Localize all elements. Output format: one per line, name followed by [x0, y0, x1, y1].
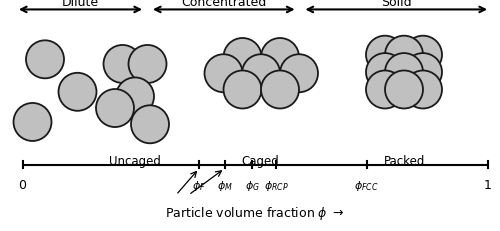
Ellipse shape: [261, 39, 299, 77]
Ellipse shape: [14, 103, 52, 141]
Ellipse shape: [131, 106, 169, 144]
Text: Uncaged: Uncaged: [109, 155, 161, 168]
Ellipse shape: [224, 71, 262, 109]
Ellipse shape: [404, 36, 442, 74]
Ellipse shape: [385, 36, 423, 74]
Ellipse shape: [96, 90, 134, 128]
Text: Particle volume fraction $\phi$ $\rightarrow$: Particle volume fraction $\phi$ $\righta…: [165, 204, 345, 221]
Text: $\phi_M$: $\phi_M$: [217, 178, 232, 192]
Text: Solid: Solid: [381, 0, 412, 9]
Ellipse shape: [385, 71, 423, 109]
Text: $\phi_{RCP}$: $\phi_{RCP}$: [264, 178, 288, 192]
Ellipse shape: [26, 41, 64, 79]
Text: $\phi_{FCC}$: $\phi_{FCC}$: [354, 178, 379, 192]
Text: 0: 0: [18, 178, 26, 191]
Ellipse shape: [242, 55, 280, 93]
Ellipse shape: [404, 54, 442, 92]
Ellipse shape: [366, 36, 404, 74]
Text: Caged: Caged: [241, 155, 279, 168]
Ellipse shape: [280, 55, 318, 93]
Ellipse shape: [104, 46, 142, 84]
Ellipse shape: [224, 39, 262, 77]
Text: Concentrated: Concentrated: [182, 0, 266, 9]
Ellipse shape: [116, 78, 154, 116]
Ellipse shape: [58, 73, 96, 111]
Text: $\phi_F$: $\phi_F$: [192, 178, 206, 192]
Ellipse shape: [404, 71, 442, 109]
Ellipse shape: [366, 54, 404, 92]
Ellipse shape: [204, 55, 242, 93]
Ellipse shape: [366, 71, 404, 109]
Ellipse shape: [385, 54, 423, 92]
Text: Dilute: Dilute: [62, 0, 99, 9]
Ellipse shape: [261, 71, 299, 109]
Text: $\phi_G$: $\phi_G$: [244, 178, 260, 192]
Text: 1: 1: [484, 178, 492, 191]
Text: Packed: Packed: [384, 155, 426, 168]
Ellipse shape: [128, 46, 166, 84]
